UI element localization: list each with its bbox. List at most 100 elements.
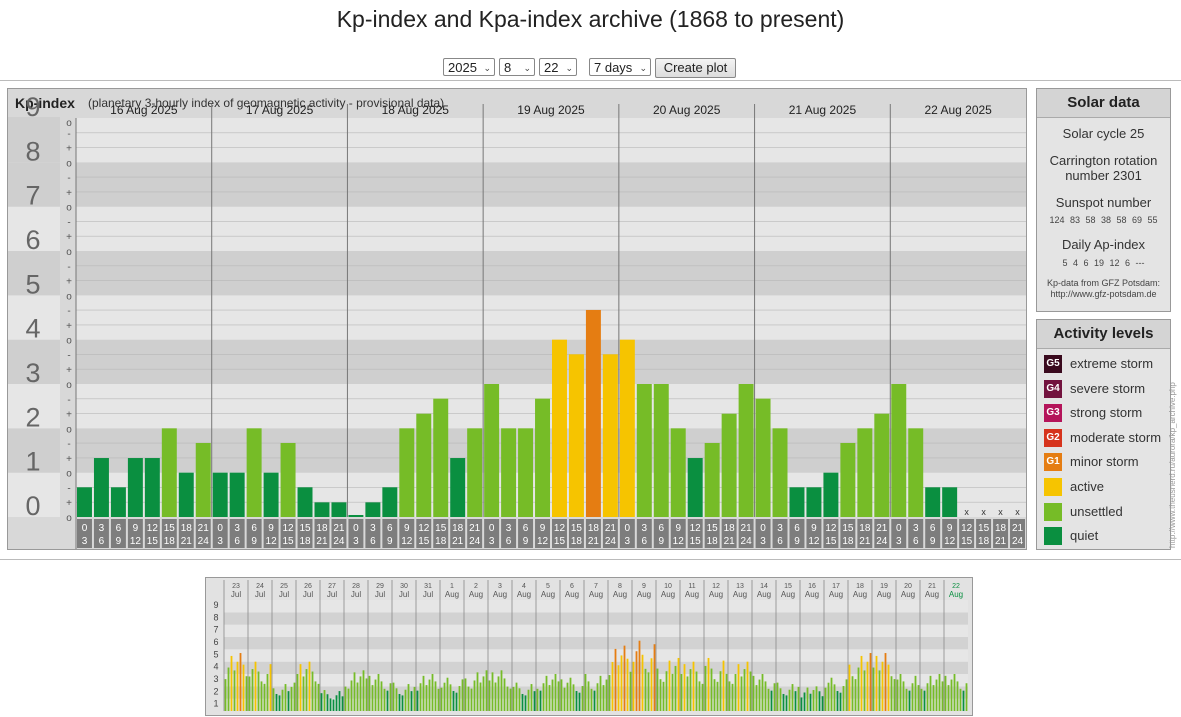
y-minor-label: - bbox=[67, 129, 70, 140]
mini-bar bbox=[833, 684, 836, 711]
kp-band bbox=[76, 339, 1026, 384]
mini-bar bbox=[800, 697, 803, 711]
mini-bar bbox=[965, 683, 968, 711]
mini-bar bbox=[857, 667, 860, 711]
mini-bar bbox=[755, 685, 758, 711]
month-value: 8 bbox=[504, 60, 512, 75]
hour-tick-end: 24 bbox=[741, 536, 753, 547]
y-minor-label: + bbox=[66, 498, 72, 509]
mini-day-month: Jul bbox=[399, 590, 409, 599]
divider-bottom bbox=[0, 559, 1181, 560]
mini-bar bbox=[506, 686, 509, 711]
mini-bar bbox=[242, 664, 245, 711]
level-label: active bbox=[1070, 479, 1104, 494]
mini-bar bbox=[875, 655, 878, 711]
mini-bar bbox=[587, 681, 590, 711]
mini-bar bbox=[599, 675, 602, 711]
mini-day-number: 21 bbox=[928, 583, 936, 590]
hour-tick-box bbox=[806, 519, 822, 548]
kp-bar bbox=[178, 472, 194, 517]
mini-bar bbox=[371, 685, 374, 711]
month-select[interactable]: 8 ⌄ bbox=[499, 58, 535, 76]
mini-day-number: 10 bbox=[664, 583, 672, 590]
mini-band bbox=[224, 674, 968, 687]
mini-bar bbox=[377, 674, 380, 711]
mini-bar bbox=[524, 695, 527, 711]
mini-bar bbox=[257, 671, 260, 711]
y-major-label: 9 bbox=[25, 92, 40, 122]
mini-day-month: Aug bbox=[949, 590, 963, 599]
hour-tick-box bbox=[636, 519, 652, 548]
hour-tick-box bbox=[467, 519, 483, 548]
kp-bar bbox=[246, 428, 262, 517]
y-minor-label: + bbox=[66, 410, 72, 421]
y-minor-label: o bbox=[66, 336, 72, 347]
range-select[interactable]: 7 days ⌄ bbox=[589, 58, 651, 76]
mini-bar bbox=[758, 679, 761, 711]
mini-bar bbox=[335, 695, 338, 711]
level-swatch: G1 bbox=[1044, 453, 1062, 472]
hour-tick-start: 18 bbox=[316, 523, 328, 534]
mini-bar bbox=[464, 678, 467, 711]
hour-tick-start: 21 bbox=[876, 523, 888, 534]
mini-day-number: 11 bbox=[688, 583, 695, 590]
kp-bar bbox=[280, 442, 296, 517]
mini-bar bbox=[671, 673, 674, 711]
create-plot-button[interactable]: Create plot bbox=[655, 58, 736, 78]
hour-tick-start: 6 bbox=[658, 523, 664, 534]
mini-bar bbox=[746, 661, 749, 711]
mini-bar bbox=[626, 658, 629, 711]
hour-tick-start: 21 bbox=[741, 523, 753, 534]
overview-chart: 12345678923Jul24Jul25Jul26Jul27Jul28Jul2… bbox=[213, 580, 968, 711]
divider-top bbox=[0, 80, 1181, 81]
mini-bar bbox=[614, 648, 617, 711]
hour-tick-box bbox=[619, 519, 635, 548]
mini-bar bbox=[434, 681, 437, 711]
kp-bar bbox=[789, 487, 805, 517]
hour-tick-start: 3 bbox=[913, 523, 919, 534]
kp-bar bbox=[602, 354, 618, 517]
mini-bar bbox=[797, 686, 800, 711]
mini-day-month: Aug bbox=[781, 590, 795, 599]
mini-day-number: 19 bbox=[880, 583, 888, 590]
hour-tick-start: 3 bbox=[234, 523, 240, 534]
y-minor-label: - bbox=[67, 350, 70, 361]
day-select[interactable]: 22 ⌄ bbox=[539, 58, 577, 76]
mini-bar bbox=[413, 686, 416, 711]
hour-tick-end: 6 bbox=[370, 536, 376, 547]
mini-bar bbox=[908, 690, 911, 711]
mini-bar bbox=[656, 668, 659, 711]
hour-tick-end: 12 bbox=[808, 536, 820, 547]
site-watermark: http://www.theusnerd.ru/aurora/kp_archiv… bbox=[1168, 382, 1177, 548]
hour-tick-box bbox=[535, 519, 550, 548]
hour-tick-end: 6 bbox=[777, 536, 783, 547]
year-select[interactable]: 2025 ⌄ bbox=[443, 58, 495, 76]
mini-bar bbox=[389, 683, 392, 711]
mini-bar bbox=[485, 670, 488, 711]
kp-bar bbox=[874, 413, 890, 517]
mini-bar bbox=[767, 688, 770, 711]
y-major-label: 4 bbox=[25, 314, 40, 344]
mini-bar bbox=[815, 686, 818, 711]
kp-bar bbox=[704, 442, 720, 517]
hour-tick-end: 12 bbox=[944, 536, 956, 547]
mini-day-number: 7 bbox=[594, 583, 598, 590]
hour-tick-end: 21 bbox=[859, 536, 871, 547]
mini-bar bbox=[731, 683, 734, 711]
mini-bar bbox=[569, 677, 572, 711]
hour-tick-end: 12 bbox=[401, 536, 413, 547]
mini-y-label: 8 bbox=[213, 612, 218, 622]
hour-tick-end: 6 bbox=[99, 536, 105, 547]
mini-bar bbox=[602, 685, 605, 711]
mini-bar bbox=[383, 688, 386, 711]
mini-day-number: 3 bbox=[498, 583, 502, 590]
mini-bar bbox=[227, 667, 230, 711]
mini-day-number: 9 bbox=[642, 583, 646, 590]
mini-bar bbox=[830, 677, 833, 711]
mini-bar bbox=[836, 691, 839, 711]
kp-bar bbox=[314, 502, 330, 517]
mini-bar bbox=[512, 686, 515, 711]
kp-bar bbox=[93, 458, 109, 517]
kp-bar bbox=[467, 428, 483, 517]
mini-band bbox=[224, 649, 968, 662]
